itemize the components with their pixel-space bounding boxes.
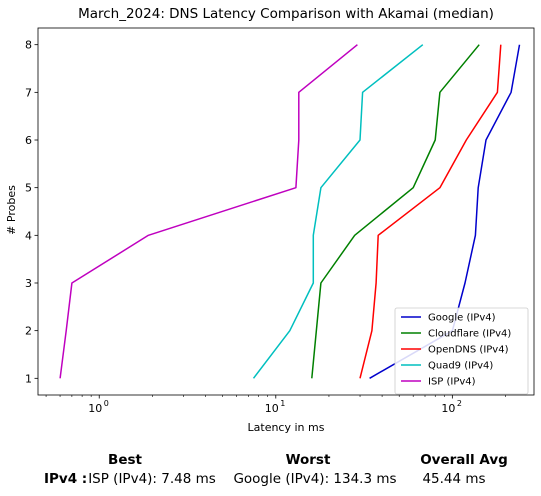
legend-label: Cloudflare (IPv4) [428, 329, 511, 340]
legend-label: Quad9 (IPv4) [428, 361, 493, 372]
legend-label: Google (IPv4) [428, 313, 496, 324]
summary-row-label: IPv4 : [44, 471, 88, 487]
series-line-3 [252, 44, 424, 379]
plot-area [37, 27, 535, 396]
summary-worst-header: Worst [285, 452, 331, 468]
series-line-1 [311, 44, 480, 379]
x-tick-label: 10 [88, 402, 102, 415]
latency-chart: March_2024: DNS Latency Comparison with … [5, 6, 535, 434]
y-tick-label: 5 [25, 182, 32, 195]
y-axis-label: # Probes [5, 185, 18, 235]
plot-frame [37, 27, 535, 396]
y-tick-label: 1 [25, 372, 32, 385]
y-tick-label: 2 [25, 325, 32, 338]
x-tick-exponent: 2 [457, 399, 462, 408]
legend: Google (IPv4) Cloudflare (IPv4) OpenDNS (I… [394, 307, 529, 395]
x-tick-exponent: 1 [280, 399, 285, 408]
legend-label: ISP (IPv4) [428, 377, 476, 388]
summary-avg-value: 45.44 ms [422, 471, 486, 487]
summary-best-header: Best [108, 452, 142, 468]
y-tick-label: 7 [25, 86, 32, 99]
y-tick-label: 4 [25, 229, 32, 242]
series-line-2 [359, 44, 502, 379]
legend-box [394, 307, 529, 395]
legend-label: OpenDNS (IPv4) [428, 345, 509, 356]
y-tick-label: 8 [25, 39, 32, 52]
series-lines [59, 44, 521, 379]
summary-worst-value: Google (IPv4): 134.3 ms [233, 471, 397, 487]
series-line-4 [59, 44, 358, 379]
summary-avg-header: Overall Avg [420, 452, 508, 468]
x-tick-label: 10 [265, 402, 279, 415]
y-tick-label: 6 [25, 134, 32, 147]
chart-title: March_2024: DNS Latency Comparison with … [78, 6, 494, 22]
summary-best-value: ISP (IPv4): 7.48 ms [88, 471, 216, 487]
y-tick-label: 3 [25, 277, 32, 290]
x-axis-label: Latency in ms [248, 421, 325, 434]
x-tick-exponent: 0 [104, 399, 109, 408]
x-tick-label: 10 [441, 402, 455, 415]
